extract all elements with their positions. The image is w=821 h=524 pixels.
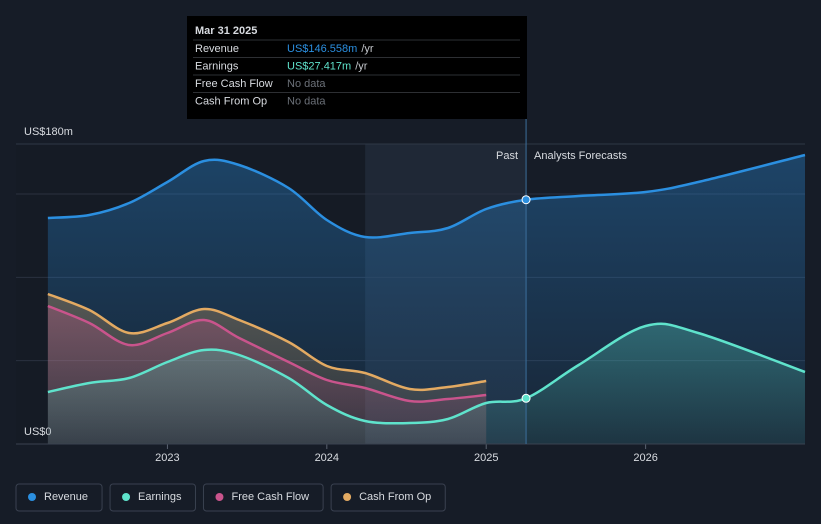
series-line [47,304,487,403]
series-line [47,292,487,392]
legend-swatch [28,493,36,501]
x-tick-label: 2025 [474,452,498,464]
tooltip-label: Free Cash Flow [195,78,273,90]
legend-swatch [343,493,352,501]
hover-marker [521,393,531,403]
tooltip-value: No data [287,95,326,107]
legend-button[interactable] [202,483,324,512]
tooltip-date: Mar 31 2025 [195,25,257,37]
tooltip-value: US$27.417m/yr [287,60,368,72]
series-area [47,323,806,444]
legend-item[interactable]: Cash From Op [330,483,446,512]
tooltip-unit: /yr [361,43,374,55]
forecast-label: Analysts Forecasts [534,150,627,162]
tooltip-value-text: No data [287,95,326,107]
y-tick-label: US$180m [24,126,73,138]
tooltip-unit: /yr [355,60,368,72]
legend-label[interactable]: Earnings [138,491,182,503]
tooltip-value-text: US$27.417m [287,60,351,72]
y-tick-label: US$0 [24,426,52,438]
hover-marker [521,195,531,205]
legend-item[interactable]: Revenue [15,483,103,512]
x-tick-label: 2023 [155,452,179,464]
legend-label[interactable]: Revenue [44,491,88,503]
legend-button[interactable] [330,483,446,512]
legend-label[interactable]: Free Cash Flow [231,491,309,503]
tooltip-value: No data [287,78,326,90]
legend-swatch [122,493,131,501]
tooltip-value-text: No data [287,78,326,90]
legend-swatch [215,493,224,501]
legend-item[interactable]: Free Cash Flow [202,483,324,512]
legend-button[interactable] [15,483,103,512]
legend-label[interactable]: Cash From Op [359,491,431,503]
x-tick-label: 2024 [315,452,339,464]
past-label: Past [496,150,518,162]
series-line [47,322,806,425]
tooltip-value-text: US$146.558m [287,43,357,55]
legend-item[interactable]: Earnings [109,483,196,512]
tooltip-label: Earnings [195,60,239,72]
series-line [47,153,806,239]
tooltip-box [187,16,527,119]
legend-button[interactable] [109,483,196,512]
tooltip-value: US$146.558m/yr [287,43,374,55]
tooltip-label: Cash From Op [195,95,267,107]
tooltip: Mar 31 2025 Revenue US$146.558m/yr Earnings… [187,16,527,119]
x-tick-label: 2026 [633,452,657,464]
tooltip-label: Revenue [195,43,239,55]
